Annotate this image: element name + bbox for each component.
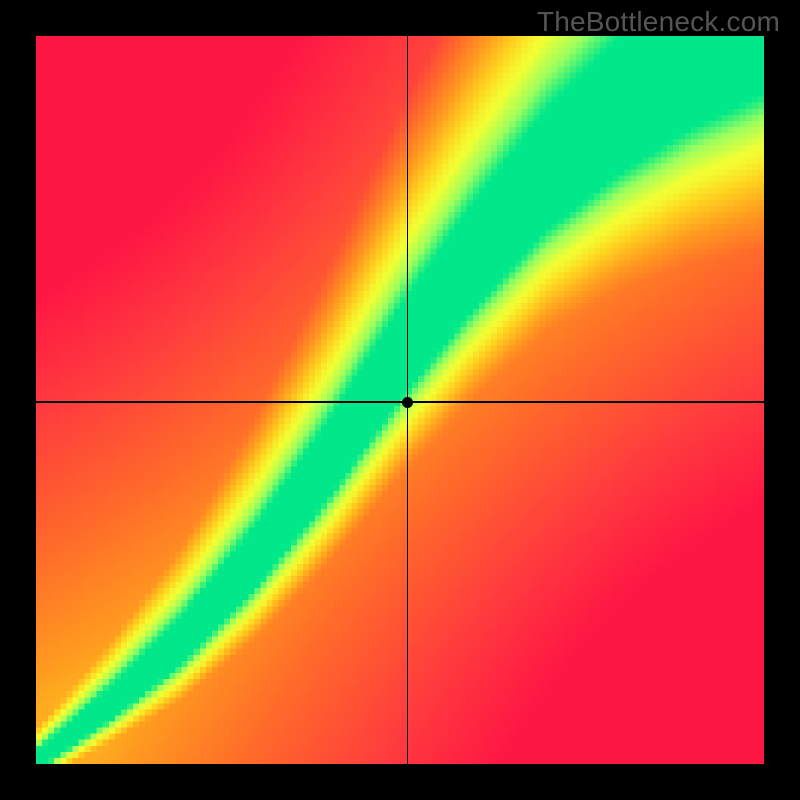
watermark-text: TheBottleneck.com bbox=[537, 6, 780, 38]
crosshair-marker bbox=[402, 397, 413, 408]
stage: TheBottleneck.com bbox=[0, 0, 800, 800]
crosshair-horizontal bbox=[36, 401, 764, 403]
heatmap-frame bbox=[36, 36, 764, 764]
heatmap-canvas bbox=[36, 36, 764, 764]
